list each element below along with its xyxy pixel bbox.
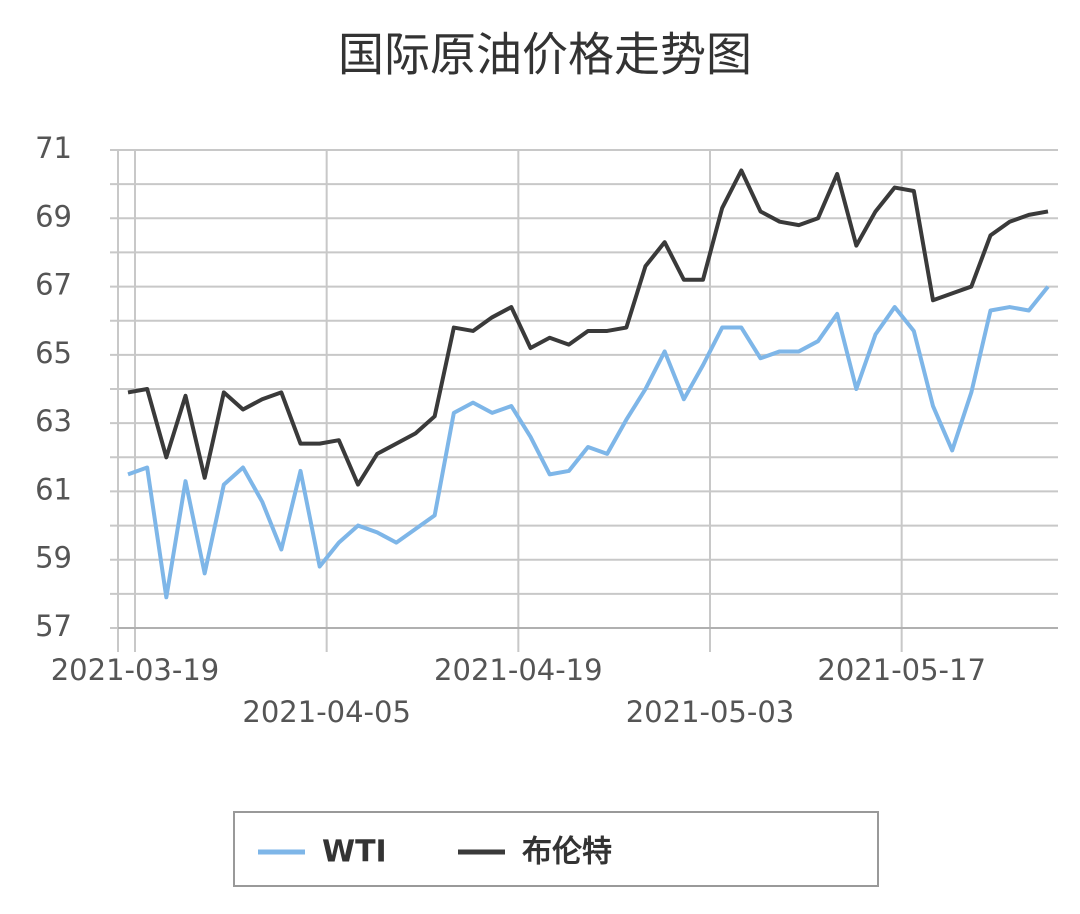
y-tick-label: 63 [35, 404, 72, 438]
y-tick-label: 59 [35, 541, 72, 575]
x-tick-label: 2021-05-03 [626, 695, 795, 729]
legend-label: 布伦特 [522, 835, 612, 870]
x-tick-label: 2021-04-05 [242, 695, 411, 729]
legend-box [233, 811, 879, 887]
y-tick-label: 69 [35, 199, 72, 233]
y-tick-label: 65 [35, 336, 72, 370]
legend-label: WTI [322, 835, 387, 870]
series-line [127, 285, 1050, 600]
x-tick-label: 2021-03-19 [51, 653, 220, 687]
y-tick-label: 71 [35, 131, 72, 165]
chart-title: 国际原油价格走势图 [338, 28, 752, 82]
series-line [127, 168, 1049, 487]
y-tick-label: 67 [35, 268, 72, 302]
y-tick-label: 61 [35, 472, 72, 506]
x-tick-label: 2021-04-19 [434, 653, 603, 687]
x-tick-label: 2021-05-17 [817, 653, 986, 687]
y-tick-label: 57 [35, 609, 72, 643]
